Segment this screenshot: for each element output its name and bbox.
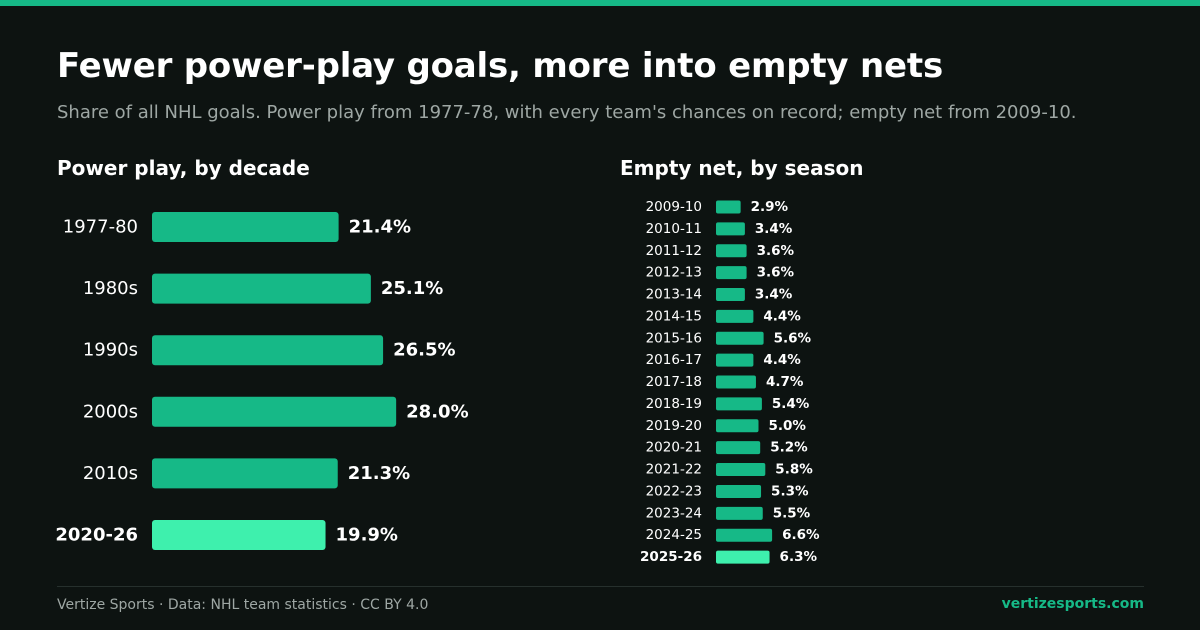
empty-net-category-label: 2012-13 xyxy=(646,265,702,281)
page-title: Fewer power-play goals, more into empty … xyxy=(57,46,943,86)
empty-net-bar xyxy=(716,222,745,236)
empty-net-bar xyxy=(716,288,745,302)
empty-net-value-label: 5.5% xyxy=(773,505,811,521)
empty-net-category-label: 2011-12 xyxy=(646,243,702,259)
empty-net-value-label: 5.8% xyxy=(775,462,813,478)
empty-net-value-label: 5.6% xyxy=(774,330,812,346)
empty-net-category-label: 2022-23 xyxy=(646,483,702,499)
power-play-value-label: 26.5% xyxy=(393,340,455,361)
power-play-category-label: 2020-26 xyxy=(55,525,138,546)
power-play-value-label: 21.4% xyxy=(349,217,411,238)
empty-net-bar xyxy=(716,484,762,498)
empty-net-category-label: 2009-10 xyxy=(646,199,702,215)
empty-net-bar xyxy=(716,353,754,367)
empty-net-bar xyxy=(716,244,747,258)
empty-net-value-label: 3.4% xyxy=(755,287,793,303)
power-play-value-label: 19.9% xyxy=(336,525,398,546)
empty-net-value-label: 4.4% xyxy=(763,308,801,324)
power-play-category-label: 2000s xyxy=(83,401,138,422)
empty-net-chart: 2009-10 2.9% 2010-11 3.4% 2011-12 3.6% 2012-13… xyxy=(640,199,820,565)
power-play-chart: 1977-80 21.4% 1980s 25.1% 1990s 26.5% 2000s 28.… xyxy=(55,212,469,550)
empty-net-category-label: 2019-20 xyxy=(646,418,702,434)
power-play-category-label: 1977-80 xyxy=(63,217,138,238)
power-play-chart-title: Power play, by decade xyxy=(57,156,310,180)
empty-net-category-label: 2016-17 xyxy=(646,352,702,368)
empty-net-value-label: 4.7% xyxy=(766,374,804,390)
empty-net-category-label: 2015-16 xyxy=(646,330,702,346)
power-play-category-label: 1990s xyxy=(83,340,138,361)
empty-net-bar xyxy=(716,200,741,214)
power-play-category-label: 1980s xyxy=(83,278,138,299)
empty-net-bar xyxy=(716,528,773,542)
empty-net-category-label: 2014-15 xyxy=(646,308,702,324)
empty-net-bar xyxy=(716,419,759,433)
empty-net-bar xyxy=(716,331,764,345)
empty-net-bar xyxy=(716,266,747,280)
empty-net-bar xyxy=(716,550,770,564)
empty-net-value-label: 6.3% xyxy=(780,549,818,565)
empty-net-value-label: 6.6% xyxy=(782,527,820,543)
empty-net-category-label: 2017-18 xyxy=(646,374,702,390)
empty-net-value-label: 5.2% xyxy=(770,440,808,456)
empty-net-value-label: 3.6% xyxy=(757,243,795,259)
empty-net-value-label: 4.4% xyxy=(763,352,801,368)
empty-net-value-label: 5.3% xyxy=(771,483,809,499)
empty-net-chart-title: Empty net, by season xyxy=(620,156,864,180)
empty-net-category-label: 2013-14 xyxy=(646,287,702,303)
empty-net-category-label: 2025-26 xyxy=(640,549,702,565)
power-play-category-label: 2010s xyxy=(83,463,138,484)
power-play-bar xyxy=(152,273,371,304)
empty-net-category-label: 2023-24 xyxy=(646,505,702,521)
footer-source: Vertize Sports · Data: NHL team statisti… xyxy=(57,597,429,613)
power-play-bar xyxy=(152,335,384,366)
empty-net-bar xyxy=(716,375,756,389)
power-play-value-label: 21.3% xyxy=(348,463,410,484)
empty-net-bar xyxy=(716,506,763,520)
power-play-value-label: 28.0% xyxy=(406,401,468,422)
empty-net-value-label: 5.0% xyxy=(769,418,807,434)
empty-net-value-label: 2.9% xyxy=(751,199,789,215)
empty-net-value-label: 3.6% xyxy=(757,265,795,281)
power-play-bar xyxy=(152,212,339,242)
empty-net-bar xyxy=(716,463,766,477)
empty-net-category-label: 2020-21 xyxy=(646,440,702,456)
power-play-bar xyxy=(152,396,397,427)
top-accent-bar xyxy=(0,0,1200,6)
empty-net-bar xyxy=(716,309,754,323)
empty-net-category-label: 2021-22 xyxy=(646,462,702,478)
empty-net-bar xyxy=(716,441,761,455)
footer-divider xyxy=(57,586,1144,587)
power-play-bar xyxy=(152,520,326,550)
page-subtitle: Share of all NHL goals. Power play from … xyxy=(57,102,1077,123)
empty-net-value-label: 5.4% xyxy=(772,396,810,412)
power-play-value-label: 25.1% xyxy=(381,278,443,299)
empty-net-bar xyxy=(716,397,762,411)
empty-net-category-label: 2010-11 xyxy=(646,221,702,237)
empty-net-value-label: 3.4% xyxy=(755,221,793,237)
footer-site-link[interactable]: vertizesports.com xyxy=(1001,596,1144,612)
empty-net-category-label: 2024-25 xyxy=(646,527,702,543)
power-play-bar xyxy=(152,458,338,489)
empty-net-category-label: 2018-19 xyxy=(646,396,702,412)
